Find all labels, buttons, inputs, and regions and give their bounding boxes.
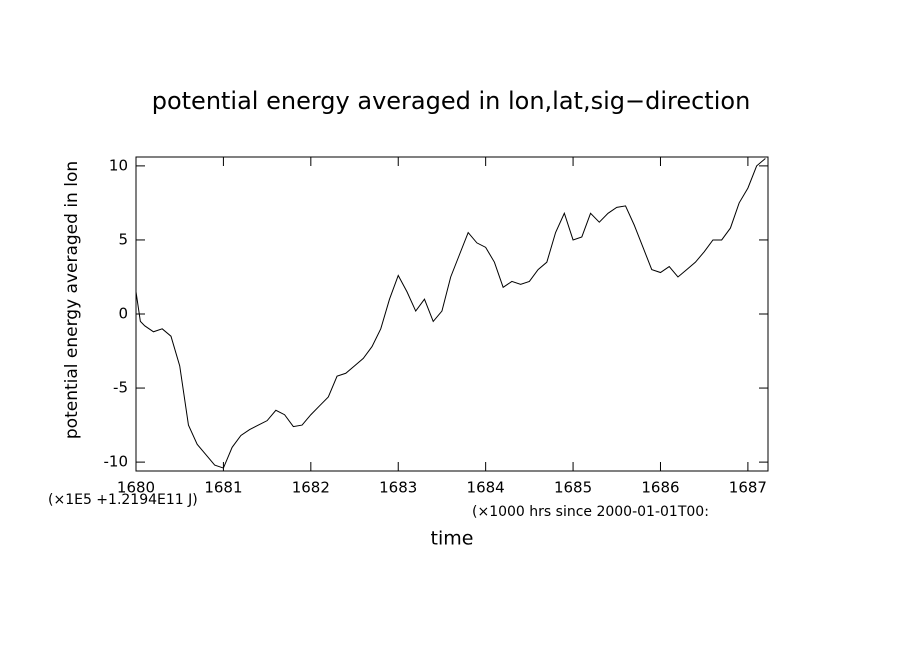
y-tick-label: -10 — [104, 453, 129, 471]
y-tick-label: 0 — [118, 305, 128, 323]
plot-frame — [135, 156, 769, 472]
x-axis-label: time — [431, 528, 474, 550]
x-tick-label: 1686 — [641, 479, 679, 497]
x-tick-label: 1681 — [204, 479, 242, 497]
x-tick-label: 1682 — [292, 479, 330, 497]
x-tick-label: 1683 — [379, 479, 417, 497]
chart-title: potential energy averaged in lon,lat,sig… — [152, 87, 751, 115]
x-tick-label: 1684 — [467, 479, 505, 497]
x-tick-label: 1680 — [117, 479, 155, 497]
x-unit-note: (×1000 hrs since 2000-01-01T00: — [472, 504, 709, 520]
x-tick-label: 1685 — [554, 479, 592, 497]
y-axis-label: potential energy averaged in lon — [62, 161, 82, 439]
y-unit-note: (×1E5 +1.2194E11 J) — [48, 492, 198, 508]
y-tick-label: 10 — [109, 156, 128, 174]
y-tick-label: 5 — [118, 230, 128, 248]
y-tick-label: -5 — [113, 379, 128, 397]
x-tick-label: 1687 — [729, 479, 767, 497]
data-line — [135, 158, 766, 469]
